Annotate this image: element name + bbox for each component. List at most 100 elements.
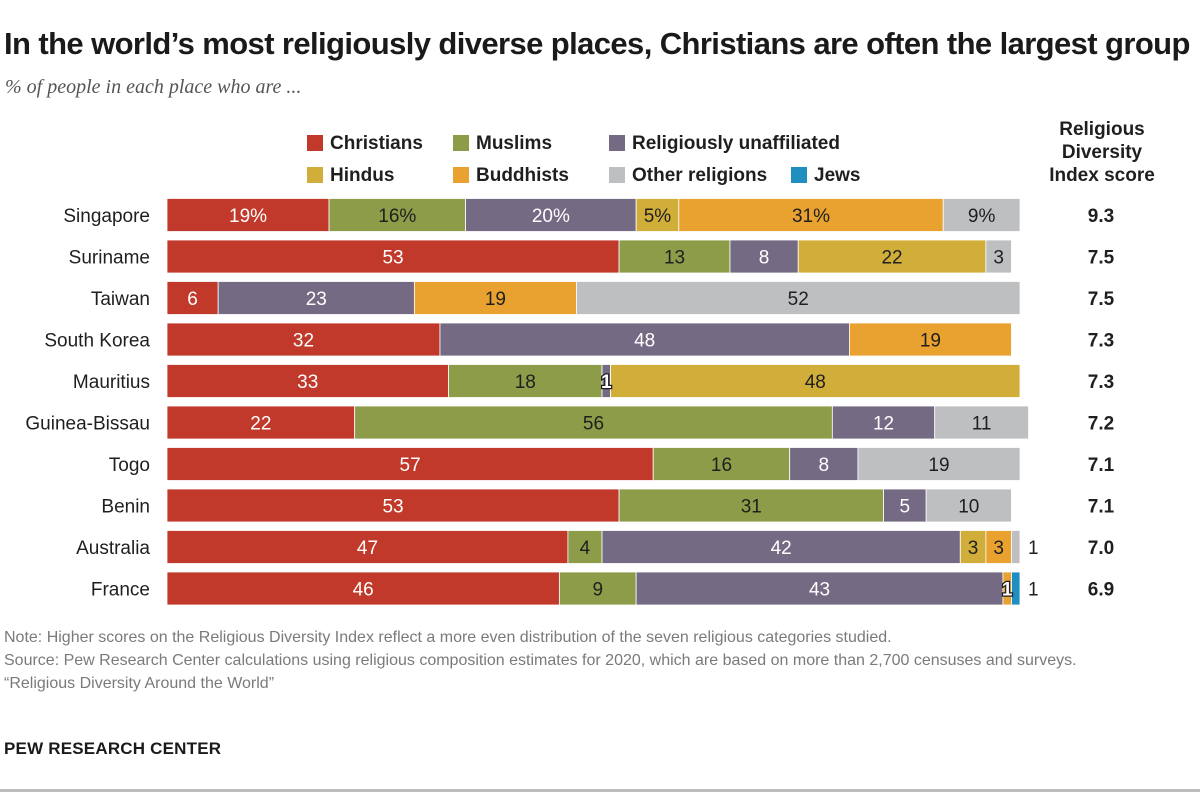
category-label-france: France — [91, 580, 150, 601]
data-label-togo-religiously-unaffiliated: 8 — [819, 455, 830, 476]
bar-france-jews — [1011, 571, 1021, 606]
legend-label-muslims: Muslims — [476, 133, 553, 154]
data-label-togo-muslims: 16 — [711, 455, 732, 476]
bar-australia-hindus — [959, 530, 987, 564]
data-label-south-korea-buddhists: 19 — [920, 331, 941, 352]
data-label-guinea-bissau-muslims: 56 — [583, 414, 604, 435]
note-text: Note: Higher scores on the Religious Div… — [4, 629, 892, 646]
data-label-benin-other-religions: 10 — [958, 497, 979, 518]
data-label-taiwan-religiously-unaffiliated: 23 — [306, 289, 327, 310]
data-label-south-korea-christians: 32 — [293, 331, 314, 352]
index-score-france: 6.9 — [1088, 580, 1114, 601]
data-label-taiwan-buddhists: 19 — [485, 289, 506, 310]
index-header-line-2: Diversity — [1061, 142, 1143, 163]
bar-france-muslims — [558, 571, 637, 606]
data-label-mauritius-muslims: 18 — [515, 372, 536, 393]
legend-swatch-muslims — [453, 135, 469, 151]
bar-suriname-hindus — [797, 239, 987, 274]
index-score-singapore: 9.3 — [1088, 206, 1114, 227]
bar-south-korea-religiously-unaffiliated — [439, 322, 850, 357]
data-label-guinea-bissau-christians: 22 — [250, 414, 271, 435]
data-label-mauritius-christians: 33 — [297, 372, 318, 393]
legend-swatch-buddhists — [453, 167, 469, 183]
data-label-benin-muslims: 31 — [741, 497, 762, 518]
bar-benin-religiously-unaffiliated — [883, 488, 927, 523]
index-score-suriname: 7.5 — [1088, 248, 1115, 269]
data-label-suriname-christians: 53 — [382, 248, 403, 269]
index-score-south-korea: 7.3 — [1088, 331, 1114, 352]
bar-taiwan-buddhists — [413, 281, 577, 315]
bar-benin-christians — [166, 488, 620, 523]
bar-taiwan-religiously-unaffiliated — [217, 281, 415, 315]
legend-swatch-jews — [791, 167, 807, 183]
bar-australia-other-religions — [1011, 530, 1021, 564]
category-label-guinea-bissau: Guinea-Bissau — [25, 414, 150, 435]
bar-togo-muslims — [652, 447, 791, 481]
legend-label-other-religions: Other religions — [632, 165, 768, 186]
bar-benin-muslims — [618, 488, 884, 523]
bar-suriname-other-religions — [985, 239, 1012, 274]
bar-singapore-other-religions — [942, 198, 1021, 232]
bar-togo-christians — [166, 447, 654, 481]
data-label-suriname-muslims: 13 — [664, 248, 685, 269]
index-score-guinea-bissau: 7.2 — [1088, 414, 1114, 435]
bar-singapore-religiously-unaffiliated — [465, 198, 637, 232]
data-label-suriname-religiously-unaffiliated: 8 — [759, 248, 770, 269]
bar-guinea-bissau-other-religions — [934, 405, 1029, 440]
data-label-singapore-hindus: 5% — [644, 206, 672, 227]
chart-title: In the world’s most religiously diverse … — [4, 26, 1190, 61]
category-label-taiwan: Taiwan — [91, 289, 150, 310]
bar-australia-buddhists — [985, 530, 1012, 564]
legend-label-unaffiliated: Religiously unaffiliated — [632, 133, 840, 154]
data-label-australia-buddhists: 3 — [993, 538, 1004, 559]
legend-label-hindus: Hindus — [330, 165, 395, 186]
index-score-taiwan: 7.5 — [1088, 289, 1115, 310]
category-label-mauritius: Mauritius — [73, 372, 150, 393]
data-label-france-muslims: 9 — [592, 580, 603, 601]
bottom-divider — [0, 789, 1200, 792]
bar-south-korea-buddhists — [849, 322, 1012, 357]
data-label-france-christians: 46 — [353, 580, 374, 601]
bar-australia-christians — [166, 530, 569, 564]
bar-taiwan-other-religions — [576, 281, 1021, 315]
data-label-benin-christians: 53 — [382, 497, 403, 518]
data-label-mauritius-hindus: 48 — [805, 372, 826, 393]
bar-suriname-religiously-unaffiliated — [729, 239, 799, 274]
data-label-mauritius-religiously-unaffiliated: 1 — [601, 372, 612, 393]
data-label-france-jews: 1 — [1028, 580, 1039, 601]
legend-label-buddhists: Buddhists — [476, 165, 569, 186]
data-label-singapore-christians: 19% — [229, 206, 267, 227]
legend-label-jews: Jews — [814, 165, 861, 186]
index-score-header: Religious Diversity Index score — [1030, 118, 1174, 187]
data-label-france-buddhists: 1 — [1002, 580, 1013, 601]
bar-south-korea-christians — [166, 322, 441, 357]
source-text: Source: Pew Research Center calculations… — [4, 652, 1077, 669]
bar-france-christians — [166, 571, 560, 606]
bar-guinea-bissau-muslims — [354, 405, 833, 440]
index-header-line-3: Index score — [1049, 165, 1155, 186]
pew-research-logo-text: PEW RESEARCH CENTER — [4, 739, 222, 758]
data-label-singapore-other-religions: 9% — [968, 206, 996, 227]
data-label-singapore-muslims: 16% — [378, 206, 416, 227]
index-score-benin: 7.1 — [1088, 497, 1115, 518]
legend-label-christians: Christians — [330, 133, 423, 154]
bar-benin-other-religions — [925, 488, 1012, 523]
legend-swatch-hindus — [307, 167, 323, 183]
data-label-singapore-buddhists: 31% — [792, 206, 830, 227]
data-label-france-religiously-unaffiliated: 43 — [809, 580, 830, 601]
data-label-togo-other-religions: 19 — [928, 455, 949, 476]
legend-swatch-unaffiliated — [609, 135, 625, 151]
bar-suriname-christians — [166, 239, 620, 274]
data-label-australia-religiously-unaffiliated: 42 — [771, 538, 792, 559]
data-label-togo-christians: 57 — [400, 455, 421, 476]
report-title: “Religious Diversity Around the World” — [4, 675, 275, 692]
data-label-taiwan-other-religions: 52 — [788, 289, 809, 310]
index-score-australia: 7.0 — [1088, 538, 1114, 559]
index-header-line-1: Religious — [1059, 119, 1145, 140]
bar-mauritius-hindus — [610, 364, 1021, 398]
category-label-suriname: Suriname — [69, 248, 150, 269]
bar-mauritius-christians — [166, 364, 449, 398]
data-label-guinea-bissau-other-religions: 11 — [972, 414, 992, 435]
data-label-suriname-hindus: 22 — [881, 248, 902, 269]
